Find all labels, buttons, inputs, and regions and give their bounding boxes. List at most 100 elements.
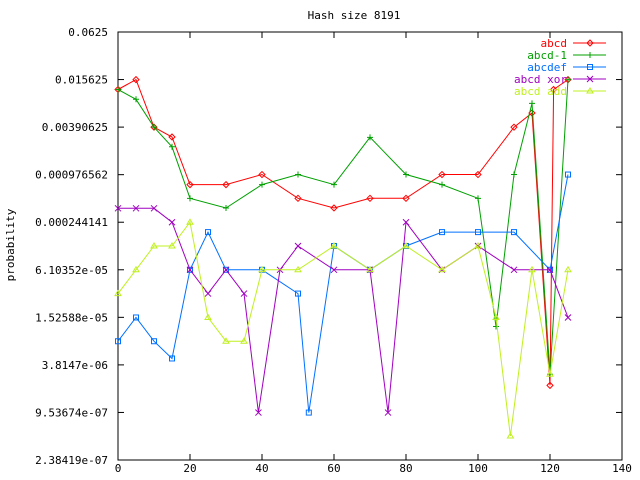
x-tick-label: 140: [612, 462, 632, 475]
x-tick-label: 80: [399, 462, 412, 475]
data-point: [223, 204, 229, 211]
series-3: [114, 204, 572, 416]
x-tick-label: 40: [255, 462, 268, 475]
data-point: [114, 85, 122, 94]
data-point: [510, 123, 518, 131]
data-point: [564, 314, 572, 321]
x-tick-label: 0: [115, 462, 122, 475]
data-point: [587, 64, 593, 70]
data-point: [402, 194, 410, 203]
data-point: [204, 313, 212, 320]
y-axis-label: probability: [4, 208, 17, 281]
y-tick-label: 0.015625: [55, 74, 108, 87]
data-point: [114, 204, 122, 212]
data-point: [546, 381, 554, 390]
data-point: [403, 171, 409, 178]
data-point: [187, 266, 193, 273]
data-point: [331, 181, 337, 188]
data-point: [492, 313, 500, 320]
data-point: [168, 218, 176, 226]
data-point: [150, 204, 158, 212]
data-point: [384, 409, 392, 416]
series-1: [115, 76, 571, 378]
y-tick-label: 0.00390625: [42, 121, 108, 134]
data-point: [151, 124, 157, 131]
data-point: [438, 170, 446, 179]
y-tick-label: 0.0625: [68, 26, 108, 39]
data-point: [115, 338, 121, 345]
data-point: [493, 323, 499, 330]
data-point: [474, 242, 482, 249]
data-point: [439, 181, 445, 188]
data-point: [549, 85, 558, 94]
legend-label: abcdef: [527, 61, 567, 74]
data-point: [132, 75, 140, 84]
series-line: [117, 79, 569, 375]
data-point: [294, 194, 302, 203]
y-tick-label: 1.52588e-05: [35, 311, 108, 324]
data-point: [546, 266, 554, 274]
data-point: [475, 195, 481, 202]
data-point: [295, 171, 301, 178]
data-point: [186, 180, 194, 189]
data-point: [506, 432, 515, 439]
axis-ticks: 0 20 40 60 80 100 120 140 0.0625 0.015625 0.003906…: [35, 26, 632, 475]
data-point: [330, 266, 338, 274]
data-point: [258, 170, 266, 179]
data-point: [258, 265, 266, 273]
data-point: [438, 265, 446, 273]
data-point: [259, 181, 265, 188]
data-point: [240, 337, 248, 344]
data-point: [529, 100, 535, 107]
data-point: [132, 265, 140, 273]
data-point: [586, 75, 594, 83]
data-point: [474, 170, 482, 179]
data-point: [186, 266, 194, 274]
legend-label: abcd: [541, 37, 568, 50]
data-point: [168, 242, 176, 249]
y-tick-label: 6.10352e-05: [35, 264, 108, 277]
legend-label: abcd add: [514, 85, 567, 98]
y-tick-label: 0.000244141: [35, 216, 108, 229]
series-4: [114, 218, 572, 439]
series-line: [118, 207, 569, 413]
y-tick-label: 3.8147e-06: [42, 359, 108, 372]
data-point: [330, 204, 338, 212]
series-line: [117, 220, 569, 437]
data-point: [223, 266, 229, 273]
series-layer: [114, 75, 572, 439]
data-point: [114, 289, 122, 297]
data-point: [439, 229, 445, 236]
data-point: [366, 265, 374, 273]
data-point: [204, 290, 212, 297]
data-point: [475, 229, 481, 236]
series-line: [117, 174, 569, 413]
series-0: [114, 75, 572, 390]
plot-frame: [117, 31, 623, 461]
chart-title: Hash size 8191: [308, 9, 401, 22]
data-point: [187, 195, 193, 202]
data-point: [564, 265, 572, 273]
x-tick-label: 100: [468, 462, 488, 475]
data-point: [565, 171, 571, 178]
y-tick-label: 2.38419e-07: [35, 454, 108, 467]
data-point: [305, 409, 312, 416]
data-point: [587, 52, 593, 58]
data-point: [240, 290, 248, 297]
y-tick-label: 0.000976562: [35, 169, 108, 182]
x-tick-label: 20: [183, 462, 196, 475]
data-point: [511, 171, 517, 178]
data-point: [528, 265, 536, 273]
data-point: [222, 180, 230, 189]
data-point: [294, 242, 302, 250]
data-point: [586, 87, 594, 94]
x-tick-label: 60: [327, 462, 340, 475]
data-point: [115, 86, 121, 93]
data-point: [132, 204, 140, 212]
data-point: [586, 39, 594, 47]
data-point: [511, 229, 517, 236]
data-point: [222, 266, 230, 274]
data-point: [295, 290, 301, 297]
data-point: [546, 370, 554, 377]
series-2: [115, 171, 571, 416]
